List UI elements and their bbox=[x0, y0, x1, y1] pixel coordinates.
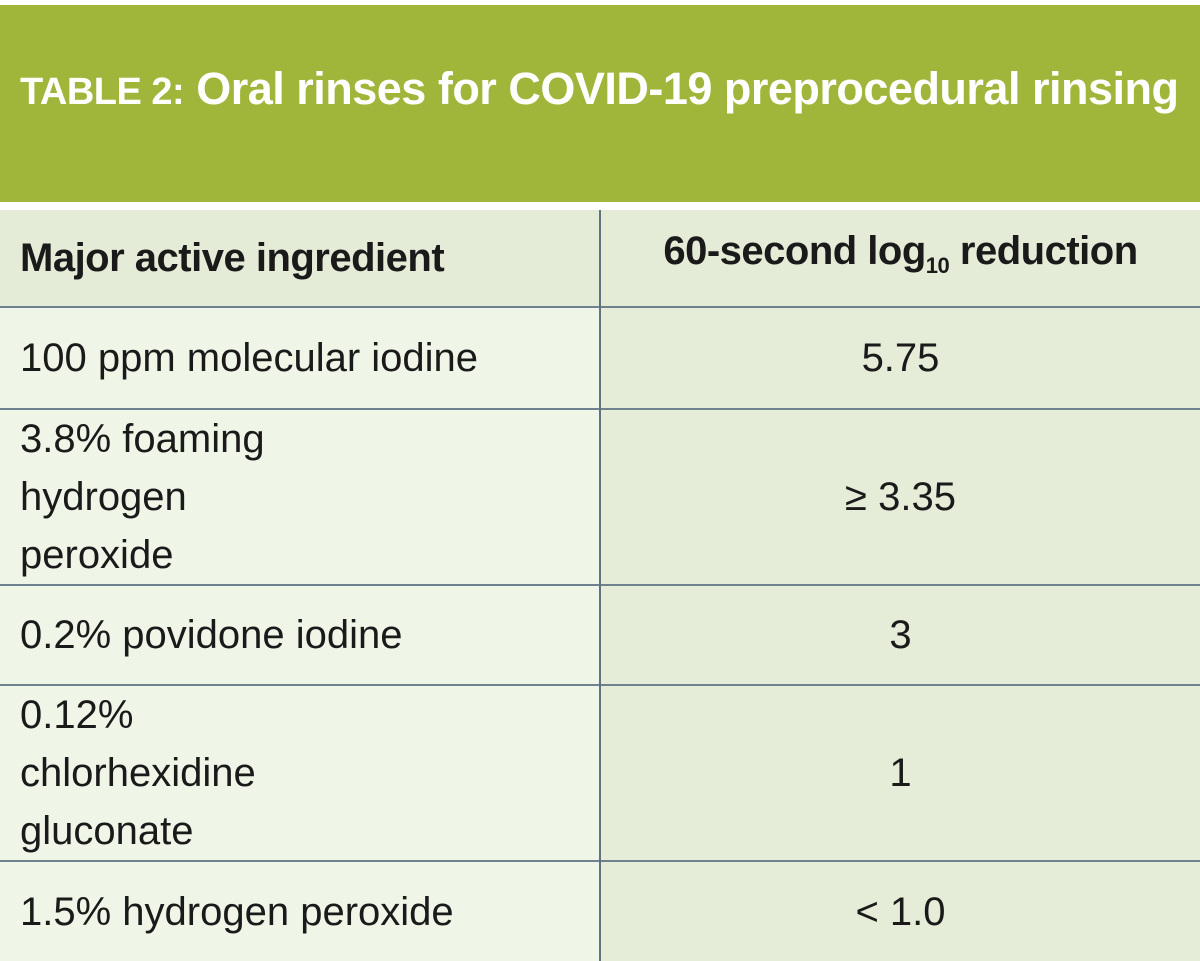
ingredient-cell: 3.8% foaming hydrogen peroxide bbox=[0, 408, 601, 585]
column-header: Major active ingredient bbox=[0, 210, 601, 307]
table-row: 100 ppm molecular iodine 5.75 bbox=[0, 306, 1200, 409]
column-header: 60-second log10 reduction bbox=[600, 210, 1200, 307]
reduction-cell: 3 bbox=[600, 584, 1200, 685]
header-row: Major active ingredient 60-second log10 … bbox=[0, 210, 1200, 307]
ingredient-cell: 0.12% chlorhexidine gluconate bbox=[0, 684, 601, 861]
table-row: 0.2% povidone iodine 3 bbox=[0, 584, 1200, 685]
ingredient-cell: 1.5% hydrogen peroxide bbox=[0, 860, 601, 961]
table-label: TABLE 2: bbox=[20, 71, 185, 113]
ingredient-cell: 0.2% povidone iodine bbox=[0, 584, 601, 685]
reduction-cell: 5.75 bbox=[600, 306, 1200, 409]
table-row: 1.5% hydrogen peroxide < 1.0 bbox=[0, 860, 1200, 961]
table-body: 100 ppm molecular iodine 5.75 3.8% foaming… bbox=[0, 306, 1200, 961]
rinse-table: Major active ingredient 60-second log10 … bbox=[0, 210, 1200, 961]
header-text: 60-second log bbox=[663, 228, 926, 273]
reduction-cell: ≥ 3.35 bbox=[600, 408, 1200, 585]
reduction-cell: 1 bbox=[600, 684, 1200, 861]
title: TABLE 2: Oral rinses for COVID-19 prepro… bbox=[20, 57, 1180, 124]
subscript: 10 bbox=[925, 252, 950, 278]
ingredient-cell: 100 ppm molecular iodine bbox=[0, 306, 601, 409]
title-banner: TABLE 2: Oral rinses for COVID-19 prepro… bbox=[0, 5, 1200, 202]
reduction-cell: < 1.0 bbox=[600, 860, 1200, 961]
header-text: reduction bbox=[959, 228, 1138, 273]
title-text: Oral rinses for COVID-19 preprocedural r… bbox=[196, 63, 1179, 114]
table-row: 3.8% foaming hydrogen peroxide ≥ 3.35 bbox=[0, 408, 1200, 585]
table-row: 0.12% chlorhexidine gluconate 1 bbox=[0, 684, 1200, 861]
